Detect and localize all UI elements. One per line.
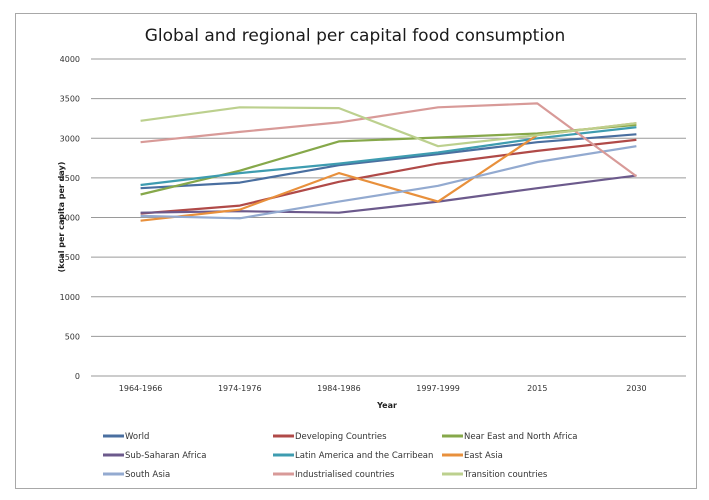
series-line (140, 102, 638, 178)
legend-label: Developing Countries (295, 432, 387, 442)
legend-label: South Asia (125, 470, 170, 480)
legend-item: Sub-Saharan Africa (103, 451, 206, 461)
legend-item: Industrialised countries (273, 470, 395, 480)
series-line (140, 133, 637, 190)
x-tick-label: 2015 (527, 384, 547, 393)
x-tick-label: 1964-1966 (119, 384, 163, 393)
x-axis-title: Year (376, 401, 397, 410)
legend-item: East Asia (442, 451, 503, 461)
legend-label: Transition countries (463, 470, 548, 480)
y-tick-label: 4000 (60, 55, 80, 64)
series-line (140, 126, 637, 187)
x-tick-label: 2030 (626, 384, 646, 393)
y-tick-label: 1000 (60, 293, 80, 302)
legend-item: South Asia (103, 470, 170, 480)
legend-item: Near East and North Africa (442, 432, 577, 442)
y-tick-label: 1500 (60, 253, 80, 262)
legend: World Developing Countries Near East and N… (103, 432, 577, 480)
legend-label: East Asia (464, 451, 503, 461)
legend-label: Near East and North Africa (464, 432, 577, 442)
series-line (140, 106, 637, 148)
legend-label: Industrialised countries (295, 470, 395, 480)
legend-label: World (125, 432, 149, 442)
y-axis-ticks: 0 500 1000 1500 2000 2500 3000 3500 4000 (60, 55, 80, 381)
legend-item: Latin America and the Carribean (273, 451, 433, 461)
series-line (140, 145, 637, 220)
y-axis-title: (kcal per capita per day) (57, 162, 66, 273)
x-tick-label: 1984-1986 (317, 384, 361, 393)
legend-label: Latin America and the Carribean (295, 451, 433, 461)
y-tick-label: 0 (75, 372, 80, 381)
y-tick-label: 3500 (60, 95, 80, 104)
x-axis-ticks: 1964-1966 1974-1976 1984-1986 1997-1999 2015… (119, 384, 647, 393)
series-lines (140, 102, 638, 222)
series-line (140, 138, 637, 215)
chart-frame (15, 13, 697, 489)
legend-item: Transition countries (442, 470, 548, 480)
chart-title: Global and regional per capital food con… (145, 26, 566, 46)
y-tick-label: 2000 (60, 214, 80, 223)
legend-label: Sub-Saharan Africa (125, 451, 206, 461)
legend-item: Developing Countries (273, 432, 387, 442)
y-tick-label: 3000 (60, 134, 80, 143)
y-tick-label: 500 (65, 332, 80, 341)
legend-item: World (103, 432, 149, 442)
y-tick-label: 2500 (60, 174, 80, 183)
x-tick-label: 1974-1976 (218, 384, 262, 393)
x-tick-label: 1997-1999 (416, 384, 460, 393)
